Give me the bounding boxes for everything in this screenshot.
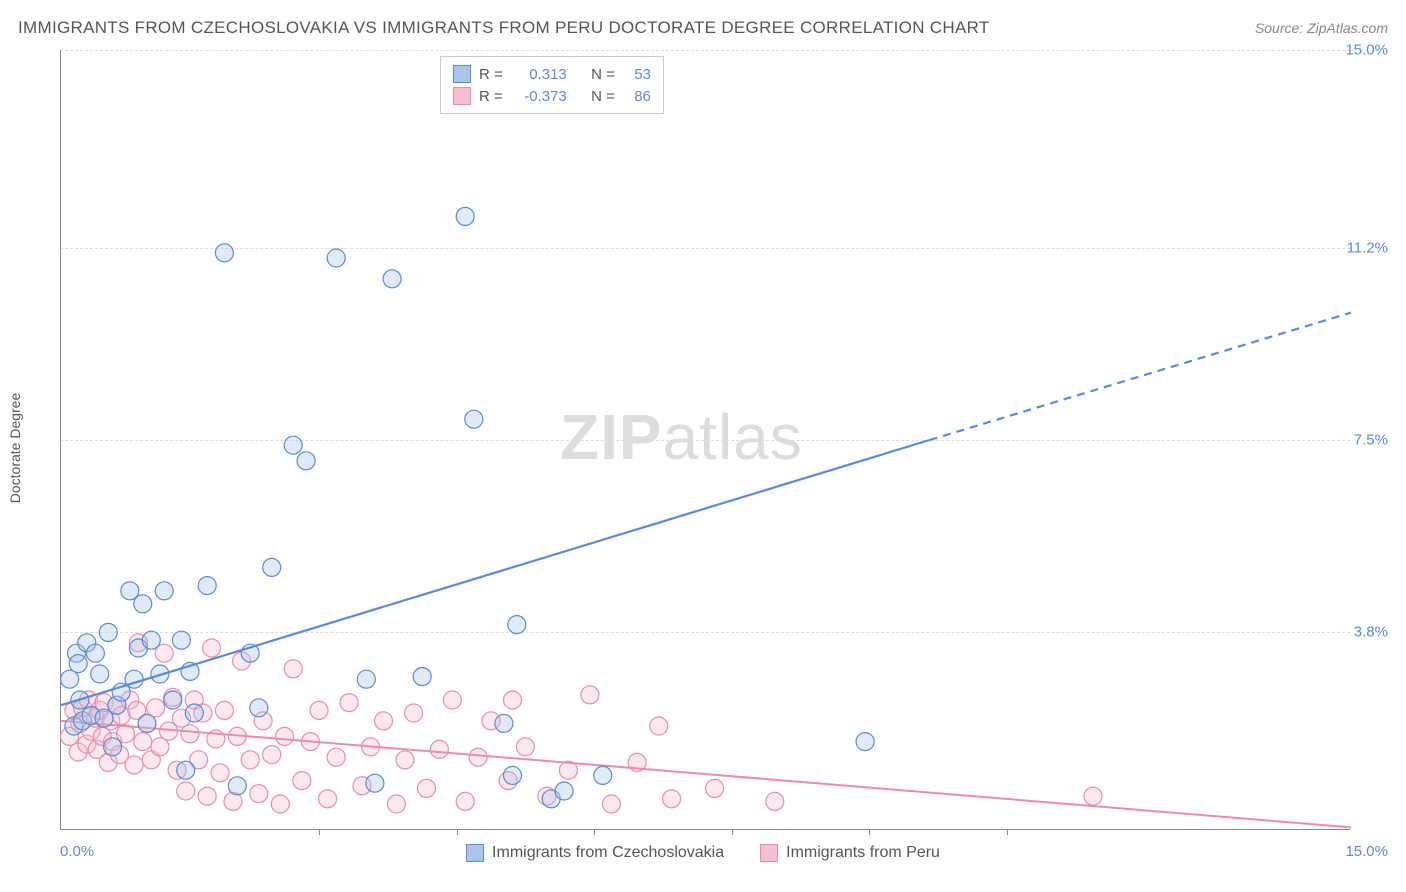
legend-stats: R = 0.313 N = 53 R = -0.373 N = 86 [440, 56, 664, 114]
y-axis-label: Doctorate Degree [7, 393, 23, 504]
legend-label-b: Immigrants from Peru [786, 844, 940, 862]
plot-area [60, 50, 1350, 830]
n-label: N = [591, 66, 615, 83]
x-tick-label-left: 0.0% [60, 843, 94, 860]
swatch-b [453, 87, 471, 105]
r-label: R = [479, 88, 503, 105]
legend-item-a: Immigrants from Czechoslovakia [466, 844, 724, 862]
y-tick-label: 3.8% [1354, 624, 1388, 641]
n-value-b: 86 [623, 88, 651, 105]
legend-series: Immigrants from Czechoslovakia Immigrant… [0, 844, 1406, 862]
n-label: N = [591, 88, 615, 105]
legend-label-a: Immigrants from Czechoslovakia [492, 844, 724, 862]
n-value-a: 53 [623, 66, 651, 83]
x-tick-label-right: 15.0% [1345, 843, 1388, 860]
swatch-b-icon [760, 844, 778, 862]
legend-stats-row-b: R = -0.373 N = 86 [453, 85, 651, 107]
r-value-b: -0.373 [511, 88, 567, 105]
y-tick-label: 7.5% [1354, 432, 1388, 449]
legend-stats-row-a: R = 0.313 N = 53 [453, 63, 651, 85]
title-bar: IMMIGRANTS FROM CZECHOSLOVAKIA VS IMMIGR… [18, 18, 1388, 38]
swatch-a-icon [466, 844, 484, 862]
scatter-svg [61, 50, 1350, 829]
source-label: Source: ZipAtlas.com [1255, 20, 1388, 36]
chart-title: IMMIGRANTS FROM CZECHOSLOVAKIA VS IMMIGR… [18, 18, 990, 38]
r-value-a: 0.313 [511, 66, 567, 83]
r-label: R = [479, 66, 503, 83]
swatch-a [453, 65, 471, 83]
y-tick-label: 11.2% [1347, 239, 1388, 256]
y-tick-label: 15.0% [1345, 42, 1388, 59]
legend-item-b: Immigrants from Peru [760, 844, 940, 862]
